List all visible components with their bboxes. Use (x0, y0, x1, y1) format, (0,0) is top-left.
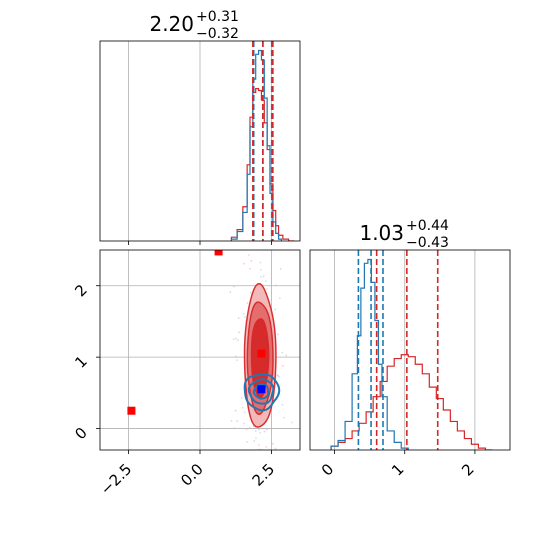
sample-point (250, 259, 253, 262)
sample-point (254, 430, 257, 433)
plot-area (100, 246, 300, 453)
xtick-label-2: 2 (458, 460, 477, 479)
title-plus: +0.44 (406, 218, 449, 234)
sample-point (263, 430, 266, 433)
sample-point (249, 291, 252, 294)
title-minus: −0.32 (196, 26, 239, 42)
ytick-label-0: 0 (71, 424, 90, 443)
sample-point (243, 411, 246, 414)
plot-area (330, 250, 493, 450)
sample-point (237, 339, 239, 342)
title-value: 1.03 (359, 221, 404, 245)
sample-point (278, 375, 280, 378)
sample-point (277, 333, 279, 336)
sample-point (241, 406, 244, 409)
sample-point (233, 427, 236, 430)
sample-point (229, 291, 232, 294)
sample-point (281, 403, 284, 406)
sample-point (283, 416, 286, 419)
sample-point (259, 431, 262, 434)
sample-point (279, 267, 282, 270)
sample-point (243, 262, 245, 265)
sample-point (285, 354, 288, 357)
marker-red-0 (214, 250, 223, 256)
sample-point (270, 246, 272, 248)
title-plus: +0.31 (196, 9, 239, 25)
sample-point (234, 409, 237, 412)
sample-point (240, 397, 243, 399)
sample-point (248, 426, 251, 429)
xtick-label-0: 0 (318, 460, 337, 479)
histogram-red (230, 88, 295, 241)
sample-point (253, 439, 256, 442)
sample-point (246, 302, 249, 304)
sample-point (258, 444, 260, 446)
sample-point (232, 338, 235, 341)
sample-point (249, 267, 251, 270)
sample-point (233, 285, 235, 288)
sample-point (237, 317, 240, 319)
xtick-label-1: 1 (388, 460, 407, 479)
sample-point (235, 451, 237, 453)
panel-joint-param-1-2: −2.5 0.0 2.5 0 1 2 (71, 246, 301, 499)
contour-blue-inner (252, 383, 270, 400)
sample-point (258, 428, 260, 431)
sample-point (265, 428, 268, 431)
sample-point (275, 284, 277, 287)
panel-hist-param-1: 2.20 +0.31−0.32 (99, 9, 301, 245)
ytick-label-2: 2 (71, 281, 90, 300)
panel-title: 2.20 +0.31−0.32 (149, 9, 238, 42)
sample-point (235, 337, 237, 340)
sample-point (255, 437, 257, 440)
plot-area (128, 41, 295, 241)
sample-point (230, 419, 233, 422)
sample-point (265, 445, 268, 448)
contour-blue-mid (247, 378, 275, 405)
sample-point (246, 441, 249, 443)
sample-point (278, 297, 281, 300)
sample-point (244, 316, 246, 319)
sample-point (281, 364, 284, 367)
sample-point (274, 308, 277, 311)
panel-hist-param-2: 0 1 2 1.03 +0.44−0.43 (309, 218, 511, 480)
sample-point (242, 313, 245, 315)
contour-blue-outer (243, 373, 281, 412)
marker-red-1 (127, 406, 136, 415)
histogram-blue (230, 49, 283, 241)
sample-point (264, 280, 267, 282)
sample-point (291, 421, 294, 424)
sample-point (266, 288, 269, 290)
title-minus: −0.43 (406, 235, 449, 251)
sample-point (271, 442, 274, 445)
sample-point (238, 331, 241, 334)
sample-point (274, 447, 277, 450)
panel-title: 1.03 +0.44−0.43 (359, 218, 449, 251)
histogram-blue (330, 258, 409, 450)
sample-point (260, 275, 262, 278)
sample-point (243, 422, 245, 425)
marker-red-2 (257, 349, 266, 358)
sample-point (236, 420, 239, 423)
ytick-label-1: 1 (71, 352, 90, 371)
sample-point (262, 275, 265, 278)
axes-frame (309, 249, 511, 451)
sample-point (235, 359, 238, 361)
sample-point (259, 268, 262, 271)
sample-point (259, 261, 262, 264)
xtick-label-1: 0.0 (177, 460, 207, 490)
title-value: 2.20 (149, 12, 194, 36)
histogram-red (330, 354, 493, 450)
sample-point (245, 428, 248, 431)
sample-point (235, 355, 237, 358)
marker-blue-0 (257, 385, 266, 394)
xtick-label-2: 2.5 (249, 460, 279, 490)
sample-point (281, 351, 284, 354)
xtick-label-0: −2.5 (97, 460, 135, 498)
sample-point (247, 253, 250, 256)
